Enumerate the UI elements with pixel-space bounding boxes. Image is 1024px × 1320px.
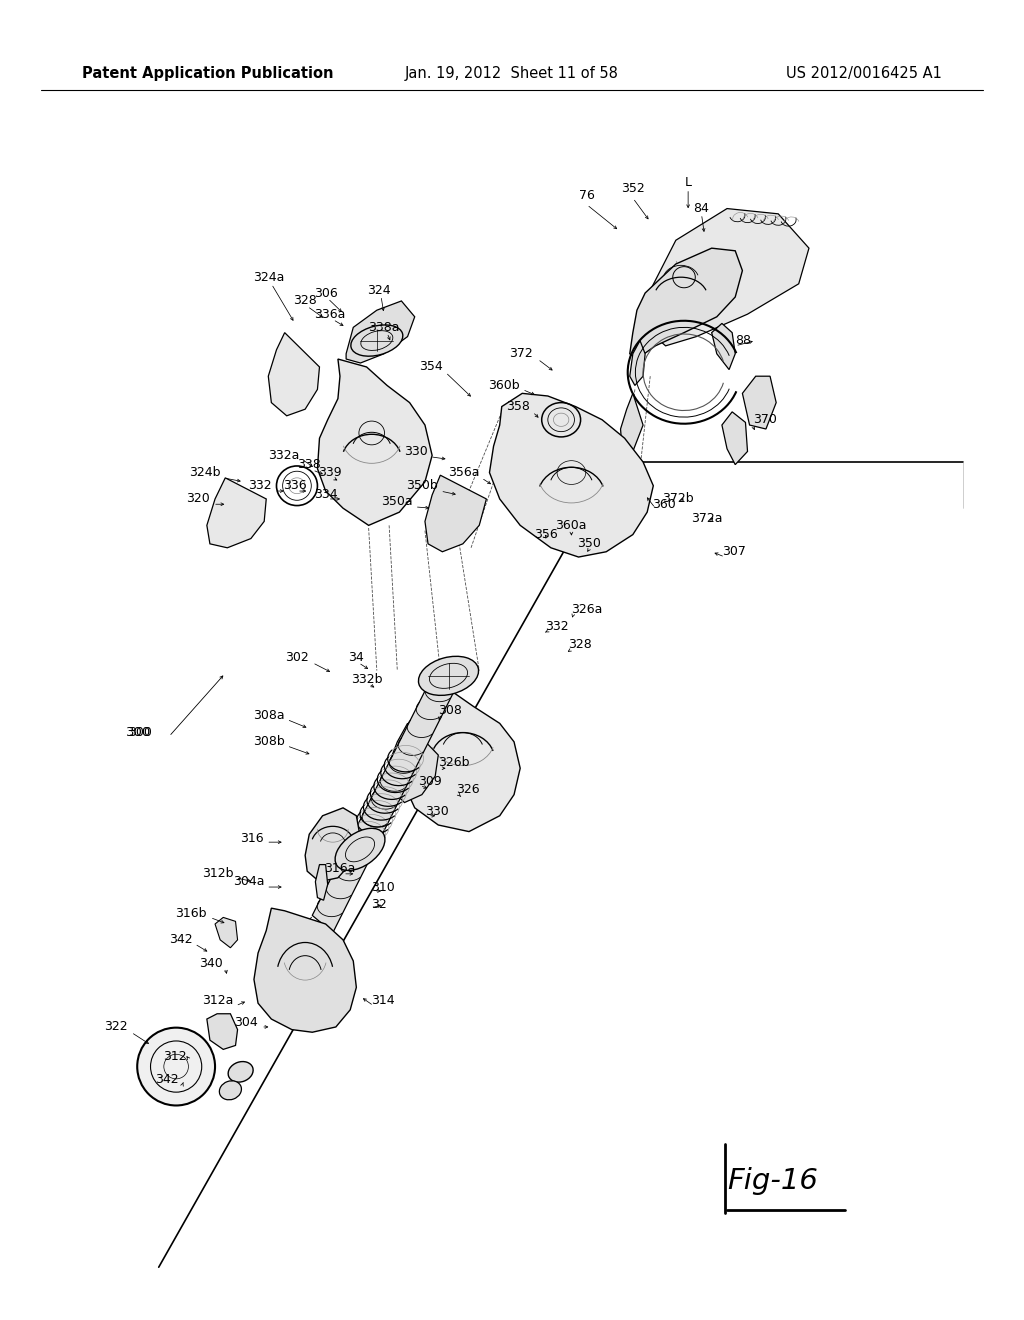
Text: 314: 314 xyxy=(371,994,394,1007)
Text: 324a: 324a xyxy=(253,271,284,284)
Text: 339: 339 xyxy=(317,466,342,479)
Text: 300: 300 xyxy=(126,726,152,739)
Circle shape xyxy=(137,1028,215,1105)
Text: 304a: 304a xyxy=(232,875,264,888)
Text: 326b: 326b xyxy=(438,756,470,770)
Text: 372a: 372a xyxy=(691,512,722,525)
Polygon shape xyxy=(254,908,356,1032)
Text: 338a: 338a xyxy=(369,321,399,334)
Text: 324: 324 xyxy=(367,284,391,297)
Polygon shape xyxy=(489,393,653,557)
Polygon shape xyxy=(315,865,328,900)
Text: L: L xyxy=(685,176,691,189)
Text: 84: 84 xyxy=(693,202,710,215)
Text: 342: 342 xyxy=(156,1073,179,1086)
Text: Fig-16: Fig-16 xyxy=(728,1167,818,1196)
Text: 352: 352 xyxy=(621,182,645,195)
Polygon shape xyxy=(712,323,735,370)
Text: 316: 316 xyxy=(241,832,264,845)
Text: 370: 370 xyxy=(753,413,776,426)
Text: 334: 334 xyxy=(313,488,338,502)
Text: 330: 330 xyxy=(425,805,449,818)
Text: 340: 340 xyxy=(200,957,223,970)
Text: 326: 326 xyxy=(456,783,479,796)
Text: 300: 300 xyxy=(128,726,152,739)
Polygon shape xyxy=(630,341,645,385)
Text: 307: 307 xyxy=(722,545,745,558)
Text: 34: 34 xyxy=(348,651,365,664)
Text: 316b: 316b xyxy=(175,907,207,920)
Text: 336: 336 xyxy=(283,479,307,492)
Text: 360b: 360b xyxy=(488,379,520,392)
Text: 76: 76 xyxy=(579,189,595,202)
Text: 320: 320 xyxy=(186,492,210,506)
Text: 308b: 308b xyxy=(253,735,285,748)
Polygon shape xyxy=(742,376,776,429)
Polygon shape xyxy=(621,393,643,455)
Ellipse shape xyxy=(351,325,402,356)
Polygon shape xyxy=(722,412,748,465)
Text: 332a: 332a xyxy=(267,449,299,462)
Text: 356: 356 xyxy=(534,528,558,541)
Ellipse shape xyxy=(228,1061,253,1082)
Polygon shape xyxy=(207,478,266,548)
Text: 350a: 350a xyxy=(381,495,413,508)
Polygon shape xyxy=(401,671,520,832)
Text: 332b: 332b xyxy=(351,673,382,686)
Text: 308a: 308a xyxy=(253,709,285,722)
Text: 32: 32 xyxy=(371,898,386,911)
Text: 304: 304 xyxy=(234,1016,258,1030)
Text: 326a: 326a xyxy=(571,603,603,616)
Text: 322: 322 xyxy=(104,1020,128,1034)
Text: 350: 350 xyxy=(577,537,601,550)
Text: 372: 372 xyxy=(509,347,532,360)
Text: 338: 338 xyxy=(297,458,322,471)
Text: 336a: 336a xyxy=(314,308,345,321)
Text: 316a: 316a xyxy=(325,862,355,875)
Text: 360a: 360a xyxy=(555,519,586,532)
Text: Patent Application Publication: Patent Application Publication xyxy=(82,66,334,82)
Text: 310: 310 xyxy=(371,880,394,894)
Polygon shape xyxy=(305,808,360,882)
Text: 312b: 312b xyxy=(202,867,233,880)
Text: 330: 330 xyxy=(404,445,428,458)
Text: 324b: 324b xyxy=(188,466,220,479)
Text: 358: 358 xyxy=(507,400,530,413)
Ellipse shape xyxy=(335,829,385,870)
Text: US 2012/0016425 A1: US 2012/0016425 A1 xyxy=(786,66,942,82)
Ellipse shape xyxy=(419,656,478,696)
Text: 328: 328 xyxy=(568,638,592,651)
Text: 342: 342 xyxy=(169,933,193,946)
Polygon shape xyxy=(215,917,238,948)
Text: 354: 354 xyxy=(419,360,442,374)
Text: 360: 360 xyxy=(652,498,676,511)
Polygon shape xyxy=(425,475,486,552)
Text: 88: 88 xyxy=(735,334,752,347)
Text: 312a: 312a xyxy=(202,994,233,1007)
Polygon shape xyxy=(268,333,319,416)
Text: 306: 306 xyxy=(313,286,338,300)
Text: 312: 312 xyxy=(163,1049,186,1063)
Ellipse shape xyxy=(219,1081,242,1100)
Text: 328: 328 xyxy=(293,294,317,308)
Text: 372b: 372b xyxy=(663,492,693,506)
Polygon shape xyxy=(640,209,809,346)
Text: 356a: 356a xyxy=(447,466,479,479)
Text: 302: 302 xyxy=(286,651,309,664)
Polygon shape xyxy=(317,359,432,525)
Text: 332: 332 xyxy=(545,620,568,634)
Text: 309: 309 xyxy=(418,775,441,788)
Text: 350b: 350b xyxy=(407,479,438,492)
Text: Jan. 19, 2012  Sheet 11 of 58: Jan. 19, 2012 Sheet 11 of 58 xyxy=(406,66,618,82)
Text: 308: 308 xyxy=(438,704,462,717)
Polygon shape xyxy=(312,664,459,933)
Polygon shape xyxy=(630,248,742,359)
Polygon shape xyxy=(346,301,415,363)
Text: 332: 332 xyxy=(248,479,271,492)
Polygon shape xyxy=(207,1014,238,1049)
Polygon shape xyxy=(389,723,438,803)
